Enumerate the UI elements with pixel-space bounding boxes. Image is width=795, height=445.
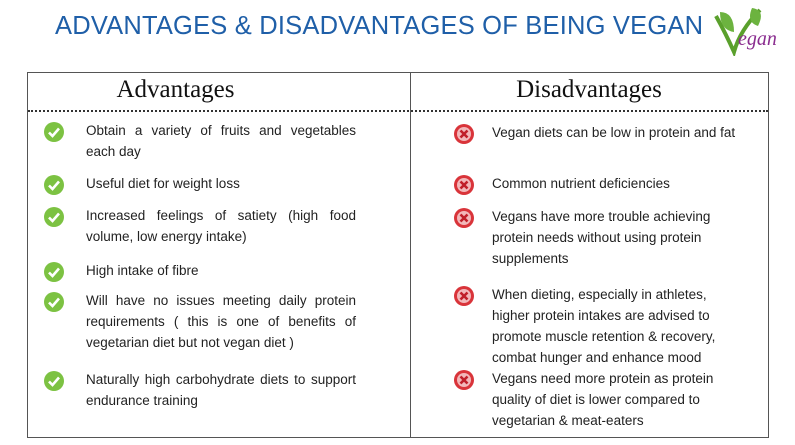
list-item: High intake of fibre <box>86 263 199 278</box>
list-item: Vegans have more trouble achieving prote… <box>492 209 711 266</box>
dotted-rule <box>28 110 768 112</box>
check-icon <box>44 175 64 195</box>
check-icon <box>44 122 64 142</box>
cross-icon <box>454 286 474 306</box>
check-icon <box>44 207 64 227</box>
list-item: Increased feelings of satiety (high food… <box>86 208 356 244</box>
cross-icon <box>454 370 474 390</box>
check-icon <box>44 371 64 391</box>
list-item: Obtain a variety of fruits and vegetable… <box>86 123 356 159</box>
cross-icon <box>454 124 474 144</box>
logo-leaf <box>714 8 762 56</box>
cross-icon <box>454 175 474 195</box>
list-item: When dieting, especially in athletes, hi… <box>492 287 716 365</box>
list-item: Vegan diets can be low in protein and fa… <box>492 125 736 140</box>
title: ADVANTAGES & DISADVANTAGES OF BEING VEGA… <box>55 12 704 40</box>
cross-icon <box>454 208 474 228</box>
list-item: Vegans need more protein as protein qual… <box>492 371 714 428</box>
table-frame <box>27 72 769 438</box>
list-item: Naturally high carbohydrate diets to sup… <box>86 372 356 408</box>
list-item: Common nutrient deficiencies <box>492 176 670 191</box>
column-heading: Disadvantages <box>516 76 662 103</box>
list-item: Will have no issues meeting daily protei… <box>86 293 356 350</box>
list-item: Useful diet for weight loss <box>86 176 240 191</box>
column-divider <box>410 72 411 438</box>
check-icon <box>44 262 64 282</box>
column-heading: Advantages <box>116 76 235 103</box>
check-icon <box>44 292 64 312</box>
logo-text: egan <box>738 28 777 50</box>
